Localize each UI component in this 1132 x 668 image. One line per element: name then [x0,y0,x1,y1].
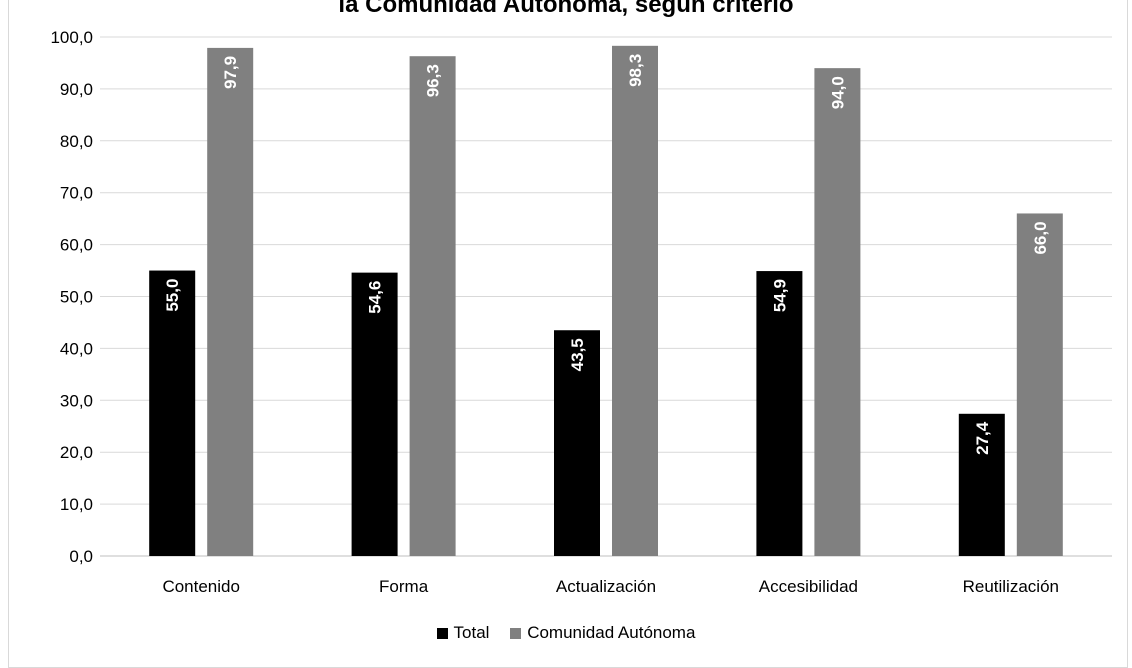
x-tick-label: Actualización [556,577,656,596]
bar [409,56,456,556]
bar [612,45,658,557]
legend-item-comunidad: Comunidad Autónoma [510,623,695,643]
y-tick-label: 0,0 [69,547,93,566]
data-label: 96,3 [424,64,443,97]
y-tick-label: 30,0 [60,391,93,410]
data-label: 94,0 [828,76,847,109]
y-tick-label: 90,0 [60,80,93,99]
legend-label-comunidad: Comunidad Autónoma [527,623,696,642]
data-label: 43,5 [568,338,587,371]
y-tick-label: 40,0 [60,339,93,358]
y-tick-label: 60,0 [60,236,93,255]
legend-item-total: Total [436,623,490,643]
legend-label-total: Total [453,623,490,642]
data-label: 98,3 [626,54,645,87]
bar [1016,213,1063,556]
data-label: 27,4 [973,421,992,455]
chart-title: la Comunidad Autónoma, según criterio [338,0,794,18]
x-tick-label: Reutilización [963,577,1059,596]
y-tick-label: 50,0 [60,288,93,307]
data-label: 54,6 [366,281,385,314]
bar [958,413,1005,556]
legend-swatch-comunidad [510,627,522,639]
y-tick-label: 80,0 [60,132,93,151]
bar [814,68,861,556]
bar [554,330,600,556]
data-label: 66,0 [1031,221,1050,254]
bar [207,47,254,557]
bar-chart: 0,0 10,0 20,0 30,0 40,0 50,0 60,0 70,0 80,0 90,0 1… [50,28,1112,596]
data-label: 97,9 [221,56,240,89]
data-label: 55,0 [163,279,182,312]
x-tick-label: Accesibilidad [759,577,858,596]
y-tick-label: 70,0 [60,184,93,203]
y-tick-label: 20,0 [60,443,93,462]
y-tick-label: 10,0 [60,495,93,514]
bar [149,270,196,556]
legend: Total Comunidad Autónoma [0,623,1132,644]
bar [756,271,803,556]
bar [351,272,398,556]
x-tick-label: Contenido [162,577,240,596]
legend-swatch-total [436,627,448,639]
y-tick-label: 100,0 [50,28,93,47]
x-tick-label: Forma [379,577,429,596]
data-label: 54,9 [770,279,789,312]
